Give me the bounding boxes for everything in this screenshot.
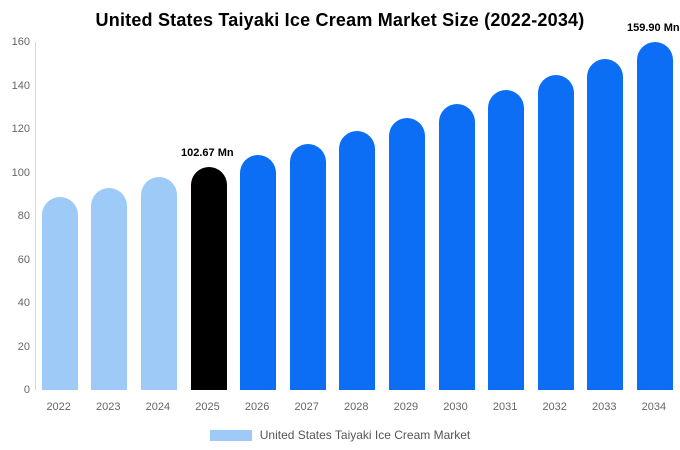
x-axis-label-2022: 2022 (46, 401, 71, 413)
bar-2025 (190, 166, 227, 390)
bar-2028 (339, 131, 376, 390)
bar-2023 (91, 187, 128, 390)
x-axis-label-2031: 2031 (492, 401, 518, 413)
legend: United States Taiyaki Ice Cream Market (0, 428, 680, 442)
bar-2024 (140, 177, 177, 390)
plot-area (35, 42, 680, 390)
y-tick-label-0: 0 (23, 384, 30, 396)
y-tick-label-140: 140 (11, 79, 30, 92)
x-axis-label-2024: 2024 (145, 401, 171, 413)
bar-2032 (537, 74, 574, 390)
x-axis-label-2032: 2032 (542, 401, 567, 413)
x-axis-label-2029: 2029 (393, 401, 419, 413)
bar-2022 (41, 197, 78, 390)
bar-2029 (388, 118, 425, 390)
y-tick-label-120: 120 (11, 123, 30, 135)
x-axis-label-2027: 2027 (294, 401, 319, 413)
bar-2027 (289, 143, 326, 390)
value-label-2034: 159.90 Mn (627, 22, 680, 35)
x-axis-label-2025: 2025 (195, 401, 220, 413)
x-axis-label-2033: 2033 (592, 401, 617, 413)
legend-swatch (209, 429, 252, 441)
x-axis-label-2023: 2023 (96, 401, 121, 413)
x-axis-label-2030: 2030 (443, 401, 468, 413)
y-tick-label-80: 80 (17, 210, 30, 222)
value-label-2025: 102.67 Mn (181, 146, 234, 159)
x-axis-label-2028: 2028 (344, 401, 369, 413)
legend-label: United States Taiyaki Ice Cream Market (259, 428, 471, 442)
bar-2026 (240, 155, 277, 390)
y-tick-label-160: 160 (11, 36, 30, 48)
bar-2031 (488, 89, 525, 390)
x-axis-label-2026: 2026 (244, 401, 270, 413)
y-tick-label-40: 40 (17, 297, 30, 309)
bar-2033 (587, 58, 624, 390)
chart-title: United States Taiyaki Ice Cream Market S… (95, 10, 585, 30)
y-tick-label-60: 60 (17, 253, 30, 266)
y-tick-label-20: 20 (17, 340, 30, 353)
y-tick-label-100: 100 (11, 166, 30, 179)
x-axis-label-2034: 2034 (641, 401, 667, 413)
bar-2034 (636, 42, 673, 390)
bar-2030 (438, 104, 475, 390)
